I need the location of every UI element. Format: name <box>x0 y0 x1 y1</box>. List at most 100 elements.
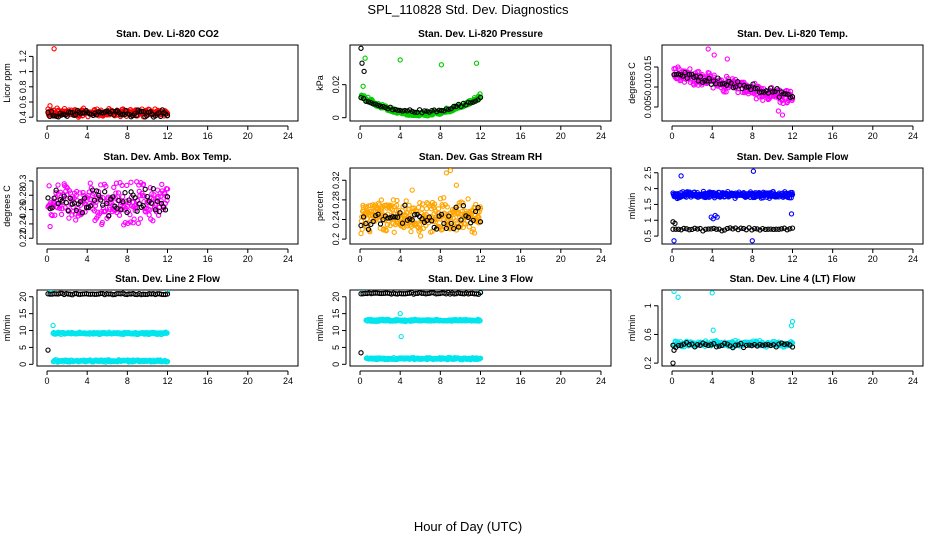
point-secondary <box>164 112 171 119</box>
point-secondary <box>700 340 706 346</box>
panel-line4: Stan. Dev. Line 4 (LT) Flow 0 4 8 12 16 20 24 0.… <box>627 274 924 386</box>
point-secondary <box>51 195 57 201</box>
point-primary <box>146 212 152 218</box>
point-primary <box>102 208 109 214</box>
point-primary <box>164 358 171 365</box>
point-primary <box>52 212 58 218</box>
y-axis: 0 5 10 15 20 <box>331 292 347 367</box>
point-secondary <box>365 99 372 105</box>
x-tick-label: 12 <box>787 254 797 264</box>
point-secondary <box>773 226 779 232</box>
point-secondary <box>53 187 59 193</box>
x-tick-label: 4 <box>85 131 90 141</box>
point-secondary <box>162 207 169 213</box>
point-secondary <box>458 217 464 223</box>
panel-title: Stan. Dev. Line 4 (LT) Flow <box>730 274 856 285</box>
y-axis: 0.2 0.6 1 <box>643 303 659 369</box>
y-tick-label: 10 <box>18 326 28 336</box>
x-tick-label: 4 <box>710 376 715 386</box>
point-secondary <box>399 108 406 114</box>
point-primary <box>378 197 385 203</box>
point-secondary <box>126 197 132 203</box>
point-primary <box>788 211 795 217</box>
point-secondary <box>465 214 471 220</box>
point-primary <box>393 207 399 213</box>
point-primary <box>111 184 117 191</box>
x-tick-label: 12 <box>475 131 485 141</box>
point-secondary <box>776 226 782 232</box>
points <box>358 290 484 363</box>
point-secondary <box>140 108 146 115</box>
panel-temp: Stan. Dev. Li-820 Temp.0 4 8 12 16 20 240.0050… <box>627 29 924 141</box>
point-primary <box>92 203 99 209</box>
point-secondary <box>81 195 88 201</box>
point-primary <box>408 223 415 230</box>
point-secondary <box>759 342 766 348</box>
panel-title: Stan. Dev. Li-820 Temp. <box>737 29 848 40</box>
point-secondary <box>754 343 760 349</box>
point-secondary <box>702 226 709 232</box>
y-tick-label: 2 <box>643 186 653 191</box>
point-secondary <box>768 342 774 349</box>
y-tick-label: 0.26 <box>18 201 28 219</box>
y-axis-label: kPa <box>315 75 325 91</box>
point-secondary <box>477 290 484 296</box>
point-primary <box>58 211 65 218</box>
x-tick-label: 20 <box>556 131 566 141</box>
point-primary <box>471 230 478 236</box>
point-secondary <box>164 194 171 200</box>
y-tick-label: 0.28 <box>331 191 341 209</box>
point-secondary <box>402 107 408 114</box>
point-secondary <box>358 94 364 101</box>
point-primary <box>59 205 65 212</box>
x-tick-label: 8 <box>125 131 130 141</box>
point-primary <box>749 238 755 244</box>
point-primary <box>411 205 417 211</box>
x-tick-label: 0 <box>45 254 50 264</box>
x-tick-label: 12 <box>475 254 485 264</box>
x-tick-label: 8 <box>750 131 755 141</box>
point-secondary <box>752 85 758 92</box>
point-secondary <box>686 71 693 78</box>
point-secondary <box>765 342 771 348</box>
point-primary <box>465 196 471 202</box>
point-secondary <box>675 226 682 232</box>
x-tick-label: 16 <box>203 131 213 141</box>
point-primary <box>423 206 430 212</box>
point-secondary <box>778 340 785 346</box>
point-primary <box>424 200 430 206</box>
point-secondary <box>426 214 432 220</box>
point-secondary <box>765 226 771 232</box>
x-tick-label: 4 <box>398 131 403 141</box>
point-secondary <box>713 226 720 232</box>
point-primary <box>441 195 447 201</box>
point-primary <box>390 221 396 227</box>
point-primary <box>160 206 166 213</box>
point-secondary <box>104 200 110 207</box>
x-tick-label: 20 <box>243 376 253 386</box>
point-primary <box>115 190 122 196</box>
point-secondary <box>678 342 684 348</box>
x-tick-label: 16 <box>203 254 213 264</box>
point-primary <box>705 46 711 52</box>
point-secondary <box>770 226 777 233</box>
point-primary <box>447 168 454 174</box>
point-secondary <box>468 100 474 106</box>
point-secondary <box>87 203 94 209</box>
point-secondary <box>472 208 479 215</box>
point-secondary <box>727 225 733 231</box>
panel-title: Stan. Dev. Gas Stream RH <box>419 152 542 163</box>
point-secondary <box>728 80 734 86</box>
point-primary <box>397 57 403 63</box>
point-secondary <box>142 186 148 192</box>
point-secondary <box>738 340 744 347</box>
point-primary <box>473 60 480 66</box>
point-secondary <box>63 200 69 206</box>
point-primary <box>444 204 450 210</box>
point-primary <box>359 214 365 220</box>
panel-title: Stan. Dev. Sample Flow <box>737 152 849 163</box>
x-tick-label: 20 <box>243 131 253 141</box>
x-tick-label: 4 <box>398 254 403 264</box>
y-tick-label: 0.8 <box>18 81 28 94</box>
point-secondary <box>715 75 721 81</box>
